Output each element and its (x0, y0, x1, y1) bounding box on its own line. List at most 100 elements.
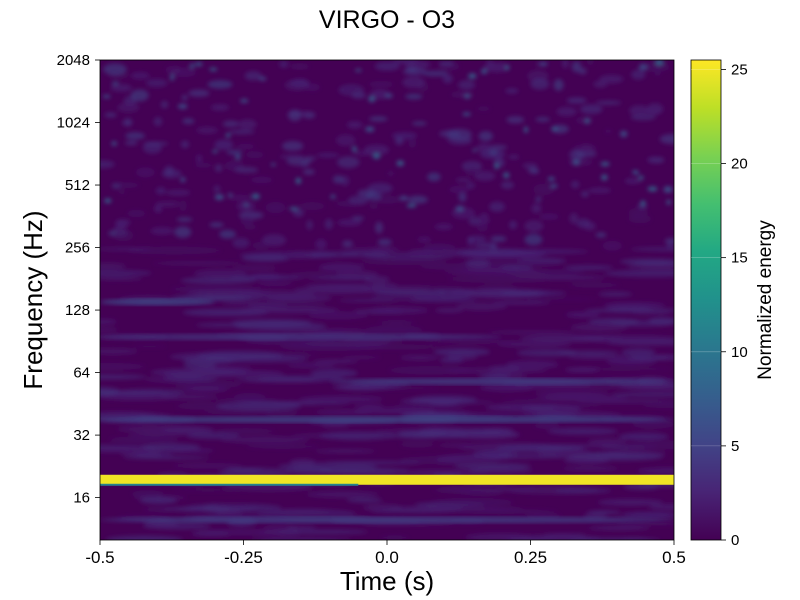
noise-speck (619, 130, 628, 138)
noise-blob (226, 149, 243, 155)
noise-blob (388, 433, 468, 439)
noise-blob (411, 121, 427, 126)
noise-blob (399, 440, 435, 448)
noise-blob (244, 379, 326, 383)
noise-blob (351, 92, 366, 99)
noise-speck (523, 126, 529, 134)
noise-speck (406, 203, 417, 208)
noise-blob (473, 242, 497, 248)
noise-speck (503, 172, 510, 179)
colorbar-tick-label: 0 (731, 532, 739, 549)
noise-blob (130, 71, 150, 80)
noise-blob (186, 431, 240, 440)
y-tick-label: 1024 (57, 115, 90, 132)
noise-blob (537, 444, 618, 448)
noise-blob (353, 308, 404, 314)
colorbar: 0 5 10 15 20 25 Normalized energy (690, 59, 776, 549)
noise-blob (338, 247, 401, 251)
noise-blob (457, 80, 476, 90)
noise-blob (427, 172, 441, 182)
noise-blob (191, 531, 231, 537)
noise-blob (173, 488, 243, 492)
noise-blob (155, 200, 180, 208)
noise-blob (647, 156, 661, 163)
noise-blob (516, 348, 578, 357)
noise-blob (316, 152, 340, 158)
noise-blob (278, 462, 378, 471)
noise-blob (586, 60, 594, 66)
noise-blob (216, 401, 302, 411)
noise-blob (193, 269, 248, 278)
y-tick-label: 256 (65, 240, 90, 257)
noise-blob (646, 103, 664, 115)
noise-speck (104, 198, 112, 204)
noise-blob (576, 117, 594, 124)
noise-blob (561, 60, 569, 69)
x-axis-label: Time (s) (340, 566, 434, 596)
noise-speck (251, 193, 260, 200)
noise-blob (128, 432, 187, 437)
noise-blob (123, 117, 133, 127)
noise-speck (654, 60, 665, 66)
noise-blob (388, 366, 471, 375)
noise-blob (100, 392, 179, 401)
noise-blob (342, 240, 354, 247)
colorbar-axis: 0 5 10 15 20 25 (691, 61, 748, 549)
noise-blob (648, 317, 674, 325)
noise-blob (534, 391, 610, 396)
noise-blob (299, 202, 325, 211)
noise-speck (258, 76, 267, 81)
noise-blob (100, 362, 145, 371)
noise-blob (354, 404, 384, 409)
noise-blob (500, 181, 514, 189)
noise-blob (182, 118, 195, 125)
noise-blob (367, 182, 393, 194)
noise-blob (290, 64, 310, 69)
y-tick-label: 64 (73, 365, 90, 382)
noise-blob (648, 503, 674, 511)
noise-blob (490, 235, 507, 242)
noise-blob (100, 160, 115, 169)
noise-blob (486, 330, 576, 335)
noise-blob (408, 138, 417, 148)
noise-blob (434, 307, 463, 313)
noise-blob (550, 124, 569, 134)
noise-blob (342, 355, 381, 360)
noise-blob (359, 258, 447, 266)
noise-blob (180, 140, 190, 149)
noise-blob (213, 185, 221, 193)
noise-blob (363, 144, 390, 156)
colorbar-tick-label: 5 (731, 438, 739, 455)
noise-blob (567, 354, 628, 360)
noise-speck (384, 93, 393, 99)
noise-blob (489, 201, 505, 212)
noise-blob (100, 374, 147, 380)
noise-blob (279, 60, 289, 68)
noise-blob (446, 128, 472, 141)
noise-speck (372, 152, 381, 160)
y-tick-label: 2048 (57, 52, 90, 69)
noise-blob (581, 191, 589, 198)
noise-blob (400, 455, 500, 465)
spectral-band (100, 516, 674, 524)
noise-blob (554, 487, 612, 494)
noise-blob (290, 271, 336, 279)
noise-speck (214, 194, 225, 201)
noise-blob (624, 177, 642, 185)
noise-blob (547, 427, 618, 435)
noise-blob (578, 67, 587, 75)
y-axis: 16 32 64 128 256 512 1024 2048 (57, 52, 100, 507)
noise-blob (115, 218, 131, 227)
noise-blob (343, 88, 359, 95)
spectral-band (100, 333, 502, 341)
noise-blob (117, 102, 140, 113)
noise-blob (184, 386, 227, 392)
noise-blob (409, 297, 478, 303)
noise-blob (279, 250, 313, 259)
noise-speck (270, 163, 277, 167)
noise-blob (498, 341, 571, 348)
noise-blob (370, 89, 390, 100)
noise-speck (194, 62, 203, 67)
noise-blob (113, 182, 140, 188)
noise-speck (396, 160, 405, 167)
